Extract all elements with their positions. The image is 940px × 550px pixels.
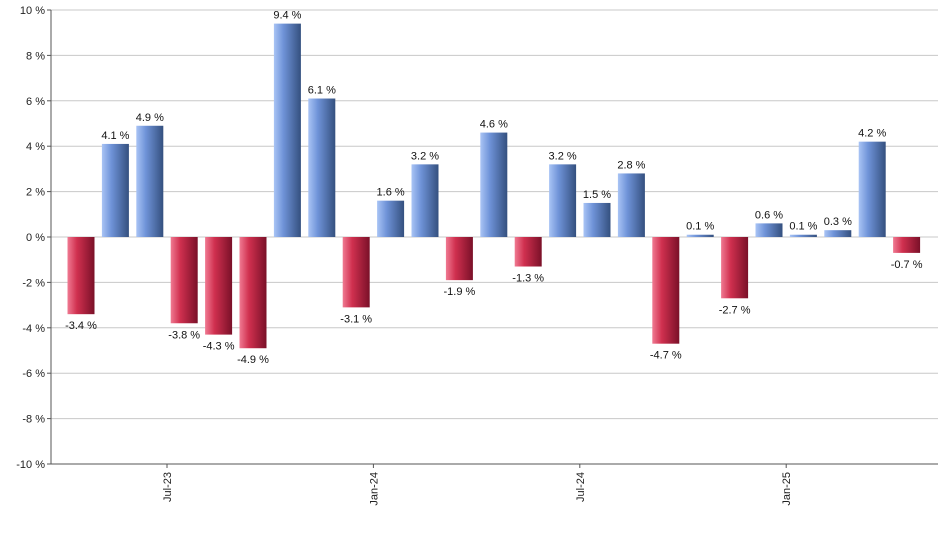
data-label: -4.9 % — [237, 354, 269, 366]
bar-jun-25 — [893, 237, 921, 253]
bar-jun-24 — [480, 132, 508, 237]
data-label: 0.1 % — [789, 221, 817, 233]
data-label: 2.8 % — [617, 159, 645, 171]
bar-nov-23 — [239, 237, 267, 349]
bar-feb-25 — [755, 223, 783, 237]
data-label: 4.2 % — [858, 128, 886, 140]
x-tick-label: Jan-25 — [781, 472, 793, 506]
data-label: 0.1 % — [686, 221, 714, 233]
bar-aug-24 — [549, 164, 577, 237]
bar-sep-24 — [583, 202, 611, 237]
bar-feb-24 — [342, 237, 370, 308]
data-label: 3.2 % — [549, 150, 577, 162]
data-label: -4.3 % — [203, 341, 235, 353]
bar-may-25 — [858, 141, 886, 237]
bar-aug-23 — [136, 125, 164, 237]
bar-sep-23 — [170, 237, 198, 324]
data-label: -3.1 % — [340, 313, 372, 325]
data-label: 1.6 % — [377, 187, 405, 199]
bar-nov-24 — [652, 237, 680, 344]
bar-jul-24 — [514, 237, 542, 267]
bar-mar-25 — [789, 234, 817, 237]
y-tick-label: 0 % — [26, 232, 45, 244]
bar-oct-24 — [617, 173, 645, 237]
data-label: -3.8 % — [168, 329, 200, 341]
data-label: 0.6 % — [755, 209, 783, 221]
y-tick-label: -8 % — [22, 414, 45, 426]
y-tick-label: -4 % — [22, 323, 45, 335]
y-tick-label: 8 % — [26, 50, 45, 62]
axes — [47, 9, 938, 468]
bar-jan-25 — [721, 237, 749, 299]
data-label: -2.7 % — [719, 304, 751, 316]
y-tick-label: 6 % — [26, 96, 45, 108]
bar-may-24 — [445, 237, 473, 281]
data-label: 4.9 % — [136, 112, 164, 124]
data-label: -3.4 % — [65, 320, 97, 332]
x-tick-label: Jul-23 — [162, 472, 174, 502]
data-label: 1.5 % — [583, 189, 611, 201]
y-tick-label: 4 % — [26, 141, 45, 153]
y-axis-tick-labels: 10 % 8 % 6 % 4 % 2 % 0 % -2 % -4 % -6 % -8 % -10 % — [16, 5, 45, 471]
data-label: 4.6 % — [480, 119, 508, 131]
bar-jan-24 — [308, 98, 336, 237]
data-label: 4.1 % — [101, 130, 129, 142]
bar-jul-23 — [101, 143, 129, 237]
bars — [67, 23, 921, 349]
data-label: -1.9 % — [444, 286, 476, 298]
data-label: 3.2 % — [411, 150, 439, 162]
x-axis-tick-labels: Jul-23 Jan-24 Jul-24 Jan-25 — [162, 472, 793, 506]
y-tick-label: 10 % — [20, 5, 45, 17]
bar-oct-23 — [205, 237, 233, 335]
data-label: -0.7 % — [891, 259, 923, 271]
y-tick-label: -6 % — [22, 368, 45, 380]
data-label: -4.7 % — [650, 350, 682, 362]
data-label: -1.3 % — [512, 273, 544, 285]
bar-jun-23 — [67, 237, 95, 315]
bar-dec-23 — [273, 23, 301, 238]
data-label: 9.4 % — [273, 10, 301, 22]
data-label: 6.1 % — [308, 85, 336, 97]
bar-apr-24 — [411, 164, 439, 237]
bar-dec-24 — [686, 234, 714, 237]
bar-mar-24 — [377, 200, 405, 237]
y-tick-label: -2 % — [22, 277, 45, 289]
y-tick-label: -10 % — [16, 459, 45, 471]
data-labels: -3.4 % 4.1 % 4.9 % -3.8 %-4.3 %-4.9 % 9.4 % 6… — [65, 10, 923, 367]
y-tick-label: 2 % — [26, 187, 45, 199]
x-tick-label: Jul-24 — [575, 472, 587, 502]
bar-apr-25 — [824, 230, 852, 237]
x-tick-label: Jan-24 — [368, 472, 380, 506]
data-label: 0.3 % — [824, 216, 852, 228]
